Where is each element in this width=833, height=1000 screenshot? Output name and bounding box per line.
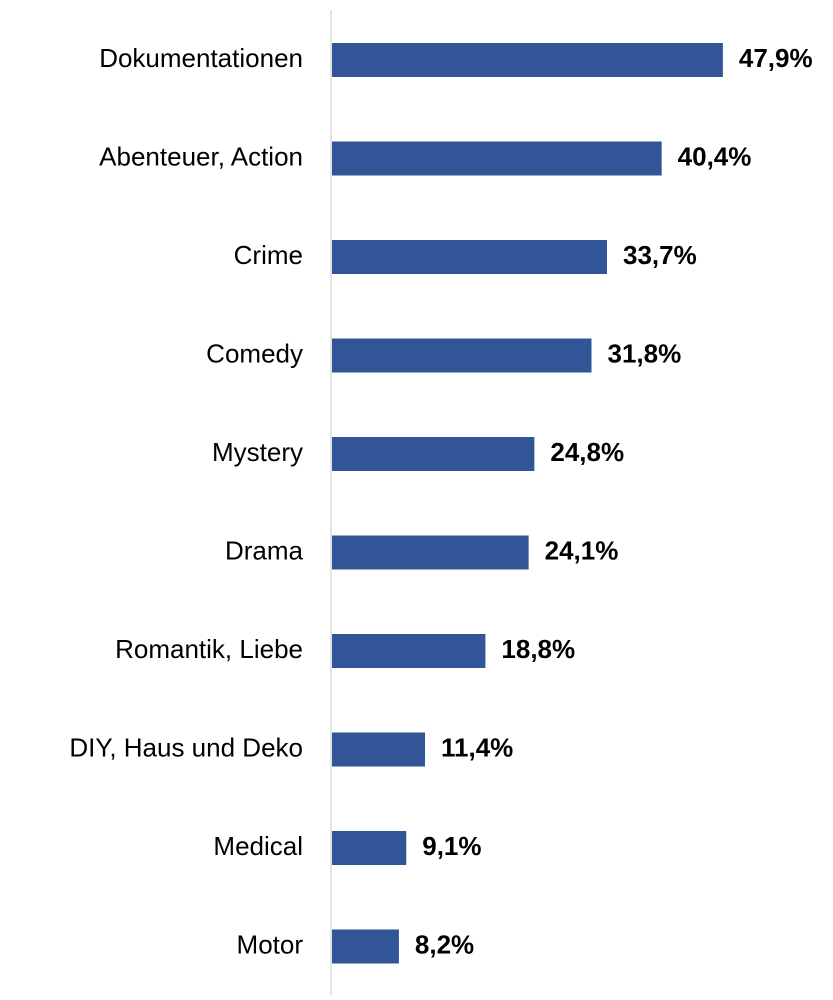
bar <box>332 437 535 471</box>
value-label: 31,8% <box>607 338 681 368</box>
category-label: Medical <box>213 831 303 861</box>
category-label: Drama <box>225 535 304 565</box>
category-label: DIY, Haus und Deko <box>69 732 303 762</box>
bar <box>332 732 426 767</box>
value-label: 11,4% <box>441 732 513 762</box>
bar <box>332 831 407 865</box>
bar <box>332 43 723 77</box>
category-label: Motor <box>237 929 304 959</box>
bar <box>332 535 529 570</box>
bar <box>332 141 662 176</box>
bar <box>332 240 607 274</box>
value-label: 8,2% <box>415 929 474 959</box>
bar <box>332 634 486 668</box>
category-label: Crime <box>234 240 303 270</box>
value-label: 33,7% <box>623 240 697 270</box>
value-label: 24,8% <box>550 437 624 467</box>
category-label: Dokumentationen <box>99 43 303 73</box>
category-label: Romantik, Liebe <box>115 634 303 664</box>
bar <box>332 929 399 964</box>
category-label: Comedy <box>206 338 303 368</box>
value-label: 47,9% <box>739 43 813 73</box>
value-label: 24,1% <box>545 535 619 565</box>
value-label: 40,4% <box>678 141 752 171</box>
value-label: 9,1% <box>422 831 481 861</box>
category-label: Abenteuer, Action <box>99 141 303 171</box>
category-label: Mystery <box>212 437 303 467</box>
value-label: 18,8% <box>501 634 575 664</box>
bar <box>332 338 592 373</box>
